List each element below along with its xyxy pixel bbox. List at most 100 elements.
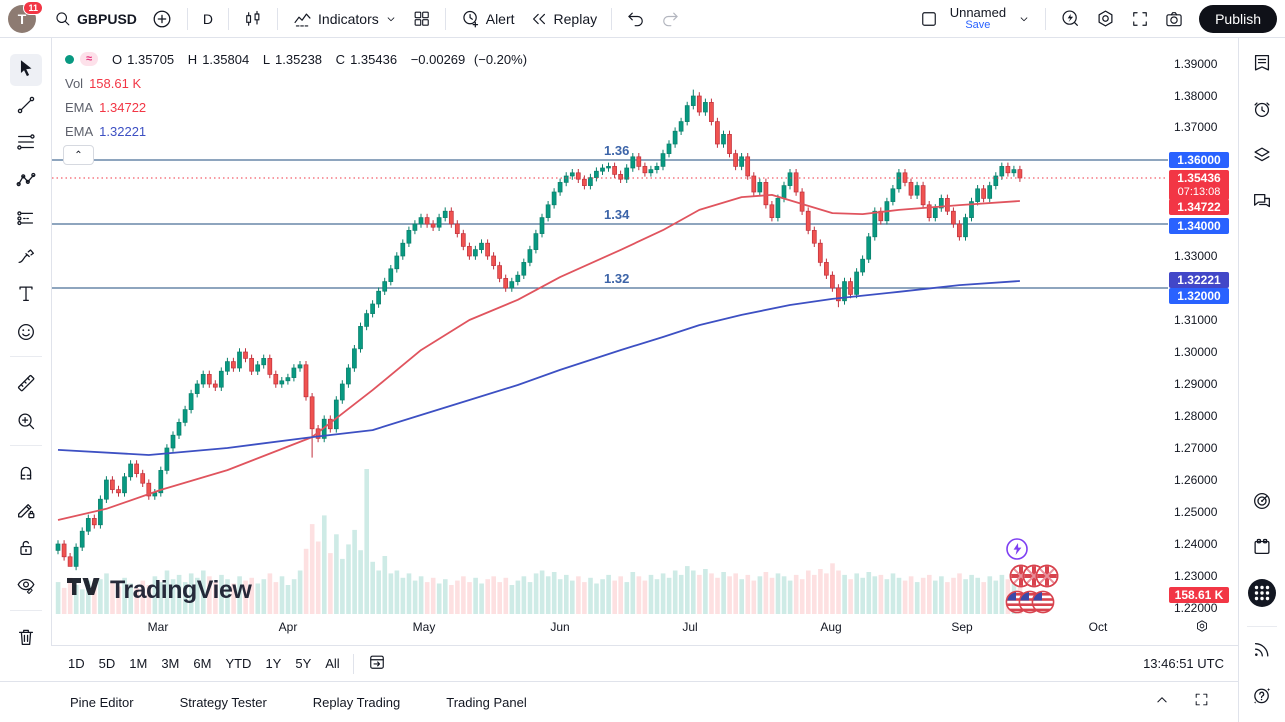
maximize-panel-button[interactable] xyxy=(1193,691,1210,714)
month-label: Oct xyxy=(1088,620,1108,634)
low-value: 1.35238 xyxy=(275,51,323,67)
volume-label: Vol xyxy=(65,75,84,91)
ema-fast-legend-row[interactable]: EMA 1.34722 xyxy=(65,98,532,116)
layout-menu-button[interactable] xyxy=(1010,8,1038,30)
toolbar-separator xyxy=(611,7,613,30)
help-button[interactable] xyxy=(1248,683,1276,711)
redo-button[interactable] xyxy=(653,5,687,33)
xabcd-icon xyxy=(15,169,37,196)
economic-event-flags-us[interactable] xyxy=(1005,590,1055,614)
pencillock-icon xyxy=(15,499,37,526)
toolbar-divider xyxy=(10,610,42,611)
brush-tool[interactable] xyxy=(10,242,42,274)
chart-style-button[interactable] xyxy=(236,5,270,33)
indicator-templates-button[interactable] xyxy=(405,5,438,32)
symbol-legend-row[interactable]: ≈ O 1.35705 H 1.35804 L 1.35238 C 1.35436 −0… xyxy=(65,50,532,68)
user-avatar[interactable]: T 11 xyxy=(8,0,43,33)
add-symbol-button[interactable] xyxy=(144,4,180,34)
notification-badge: 11 xyxy=(23,0,43,15)
screener-button[interactable] xyxy=(1248,489,1276,517)
volume-legend-row[interactable]: Vol 158.61 K xyxy=(65,74,532,92)
lock-all-drawings-button[interactable] xyxy=(10,534,42,566)
chat-icon xyxy=(1251,190,1273,217)
settings-button[interactable] xyxy=(1088,4,1123,33)
radar-icon xyxy=(1251,490,1273,517)
data-feed-button[interactable] xyxy=(1248,637,1276,665)
fullscreen-button[interactable] xyxy=(1123,5,1157,33)
symbol-search-button[interactable]: GBPUSD xyxy=(46,5,144,32)
price-tick: 1.28000 xyxy=(1174,409,1218,423)
replay-label: Replay xyxy=(553,10,598,27)
market-status-dot xyxy=(65,54,74,64)
range-1d-button[interactable]: 1D xyxy=(68,656,85,671)
clock-utc[interactable]: 13:46:51 UTC xyxy=(1143,656,1224,671)
range-toolbar: 1D 5D 1M 3M 6M YTD 1Y 5Y All 13:46:51 UTC xyxy=(52,645,1238,681)
tradingview-watermark: TradingView xyxy=(66,576,252,605)
cursor-icon xyxy=(15,57,37,84)
alert-button[interactable]: Alert xyxy=(453,4,522,33)
ema-slow-legend-row[interactable]: EMA 1.32221 xyxy=(65,122,532,140)
watermark-text: TradingView xyxy=(110,576,252,604)
candles-icon xyxy=(243,9,263,29)
trend-line-tool[interactable] xyxy=(10,91,42,123)
economic-event-flags-gb[interactable] xyxy=(1009,564,1059,593)
price-axis[interactable]: 1.39000 1.38000 1.37000 1.33000 1.31000 1.300… xyxy=(1168,38,1238,645)
indicators-button[interactable]: Indicators xyxy=(285,4,405,33)
price-tick: 1.27000 xyxy=(1174,441,1218,455)
quick-search-button[interactable] xyxy=(1053,4,1088,33)
toolbar-divider xyxy=(10,445,42,446)
emoji-tool[interactable] xyxy=(10,318,42,350)
watchlist-button[interactable] xyxy=(1248,51,1276,79)
h-line-price-label[interactable]: 1.36 xyxy=(604,143,630,158)
time-axis[interactable]: Mar Apr May Jun Jul Aug Sep Oct xyxy=(52,614,1168,645)
range-1m-button[interactable]: 1M xyxy=(129,656,148,671)
remove-drawings-button[interactable] xyxy=(10,623,42,655)
fib-retracement-tool[interactable] xyxy=(10,128,42,160)
range-5y-button[interactable]: 5Y xyxy=(295,656,312,671)
alarm-icon xyxy=(1251,98,1273,125)
projection-tool[interactable] xyxy=(10,204,42,236)
drawing-mode-lock-button[interactable] xyxy=(10,496,42,528)
chart-pane[interactable]: ≈ O 1.35705 H 1.35804 L 1.35238 C 1.35436 −0… xyxy=(52,38,1168,614)
object-tree-button[interactable] xyxy=(1248,143,1276,171)
tab-strategy-tester[interactable]: Strategy Tester xyxy=(179,694,267,710)
brush-icon xyxy=(15,245,37,272)
publish-button[interactable]: Publish xyxy=(1199,4,1277,33)
text-tool[interactable] xyxy=(10,280,42,312)
expand-panel-button[interactable] xyxy=(1153,691,1171,714)
tab-replay-trading[interactable]: Replay Trading xyxy=(312,694,401,710)
community-apps-button[interactable] xyxy=(1248,578,1276,609)
price-axis-settings-icon[interactable] xyxy=(1194,618,1210,639)
go-to-date-button[interactable] xyxy=(360,648,394,679)
range-3m-button[interactable]: 3M xyxy=(161,656,180,671)
hide-drawings-button[interactable] xyxy=(10,571,42,603)
chat-button[interactable] xyxy=(1248,189,1276,217)
collapse-line-button[interactable]: ⌃ xyxy=(63,145,94,165)
range-6m-button[interactable]: 6M xyxy=(193,656,212,671)
price-tick: 1.29000 xyxy=(1174,377,1218,391)
tab-trading-panel[interactable]: Trading Panel xyxy=(446,694,527,710)
pattern-tool[interactable] xyxy=(10,166,42,198)
range-ytd-button[interactable]: YTD xyxy=(225,656,252,671)
save-link[interactable]: Save xyxy=(965,18,991,31)
measure-tool[interactable] xyxy=(10,369,42,401)
zoom-in-tool[interactable] xyxy=(10,407,42,439)
range-5d-button[interactable]: 5D xyxy=(98,656,116,671)
magnet-mode-button[interactable] xyxy=(10,458,42,490)
cursor-tool[interactable] xyxy=(10,54,42,86)
economic-event-lightning-icon[interactable] xyxy=(1005,537,1029,566)
snapshot-button[interactable] xyxy=(1157,5,1191,33)
h-line-price-label[interactable]: 1.34 xyxy=(604,207,630,222)
range-separator xyxy=(352,653,354,674)
h-line-price-label[interactable]: 1.32 xyxy=(604,271,630,286)
tab-pine-editor[interactable]: Pine Editor xyxy=(70,694,134,710)
save-layout-icon-button[interactable] xyxy=(912,5,946,33)
calendar-button[interactable] xyxy=(1248,535,1276,563)
range-all-button[interactable]: All xyxy=(325,656,340,671)
layout-name-button[interactable]: Unnamed Save xyxy=(946,6,1010,31)
undo-button[interactable] xyxy=(619,5,653,33)
replay-button[interactable]: Replay xyxy=(522,5,605,33)
range-1y-button[interactable]: 1Y xyxy=(265,656,282,671)
alerts-button[interactable] xyxy=(1248,97,1276,125)
interval-button[interactable]: D xyxy=(202,10,214,27)
